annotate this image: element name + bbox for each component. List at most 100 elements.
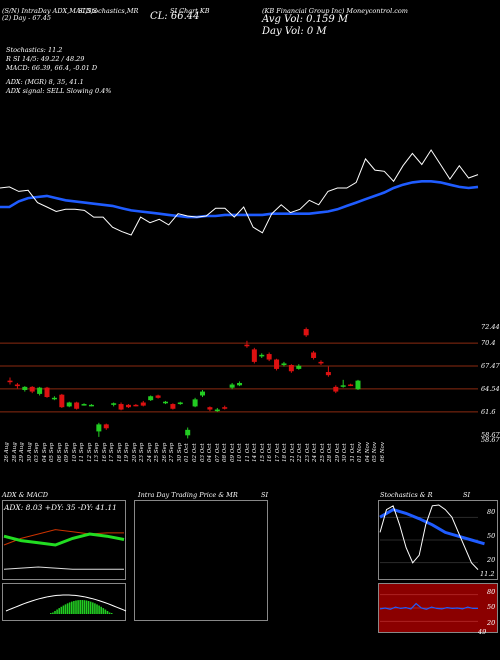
rsi-tick-50: 50 — [487, 603, 496, 611]
candle-body — [22, 386, 28, 390]
candle-body — [229, 384, 235, 388]
stoch-tick-20: 20 — [487, 556, 496, 564]
candle-body — [266, 354, 272, 360]
candle-body — [259, 354, 265, 357]
candle-body — [29, 386, 35, 392]
macd-histogram-bar — [87, 600, 90, 614]
macd-histogram-bar — [102, 608, 105, 614]
price-level-label: 70.4 — [481, 339, 496, 348]
candle-body — [162, 401, 168, 404]
macd-histogram-bar — [73, 600, 75, 614]
candle-body — [296, 365, 302, 369]
stoch-line — [379, 504, 479, 570]
candle-body — [81, 404, 87, 406]
close-price-label: CL: 66.44 — [150, 11, 200, 22]
macd-histogram-bar — [77, 600, 79, 614]
macd-histogram-bar — [96, 604, 98, 614]
macd-histogram-bar — [85, 600, 88, 614]
candle-body — [333, 386, 339, 392]
price-chart — [0, 149, 479, 439]
price-level-label: 58.67 — [481, 430, 500, 439]
candle-body — [303, 329, 309, 336]
macd-histogram-bar — [106, 610, 109, 614]
macd-histogram-bar — [100, 606, 102, 614]
candle-body — [274, 359, 280, 369]
candle-body — [237, 382, 243, 386]
macd-histogram-bar — [110, 613, 113, 614]
rsi-line — [379, 602, 478, 610]
intraday-panel — [134, 500, 268, 621]
macd-histogram-bar — [98, 605, 100, 614]
candle-body — [311, 352, 317, 358]
candle-body — [96, 424, 102, 432]
chart-title-left: (S/N) IntraDay ADX,MACD,S — [2, 7, 98, 15]
mrsi-price-line — [0, 149, 479, 236]
macd-histogram-bar — [60, 606, 63, 614]
stoch-panel-title: Stochastics & R — [380, 491, 433, 499]
adx-values: ADX: 8.03 +DY: 35 -DY: 41.11 — [4, 503, 117, 512]
stoch-tick-80: 80 — [487, 508, 496, 516]
candle-body — [244, 344, 250, 347]
rsi-tick-20: 20 — [487, 619, 496, 627]
macd-histogram-bar — [81, 600, 84, 614]
adx-signal-readout: ADX signal: SELL Slowing 0.4% — [6, 87, 112, 95]
candle-body — [340, 385, 346, 387]
macd-histogram-bar — [56, 609, 58, 614]
day-volume-label: Day Vol: 0 M — [262, 26, 327, 37]
adx-panel — [2, 500, 126, 580]
macd-histogram-bar — [83, 600, 86, 614]
candle-body — [59, 394, 65, 408]
candle-body — [325, 372, 331, 376]
price-level-label: 61.6 — [481, 407, 496, 416]
rsi-readout: R SI 14/5: 49.22 / 48.29 — [6, 55, 85, 63]
macd-histogram-bar — [64, 604, 67, 614]
chart-title-mid: SI,Stochastics,MR — [78, 7, 139, 15]
macd-line — [5, 594, 127, 612]
price-level-label: 67.47 — [481, 362, 500, 371]
candle-body — [66, 402, 72, 407]
candle-body — [103, 424, 109, 429]
macd-histogram-bar — [66, 603, 69, 614]
price-level-label: 58.67 — [481, 436, 500, 444]
candle-body — [200, 391, 206, 396]
stoch-current-value: 11.2 — [480, 570, 495, 578]
avg-volume-label: Avg Vol: 0.159 M — [262, 14, 349, 25]
stochastics-readout: Stochastics: 11.2 — [6, 46, 63, 54]
candle-body — [185, 429, 191, 436]
macd-histogram-bar — [104, 609, 107, 614]
macd-panel — [2, 583, 126, 621]
rsi-tick-80: 80 — [487, 588, 496, 596]
stoch-tick-50: 50 — [487, 532, 496, 540]
macd-histogram-bar — [89, 601, 92, 614]
stoch-panel — [378, 500, 498, 580]
macd-histogram-bar — [94, 603, 96, 614]
macd-histogram-bar — [50, 613, 52, 614]
company-name: (KB Financial Group Inc) Moneycontrol.co… — [262, 7, 408, 15]
candle-body — [207, 407, 213, 410]
candle-body — [118, 404, 124, 410]
candle-body — [111, 403, 117, 405]
candle-body — [74, 402, 80, 409]
mrsi-sma-line — [0, 180, 479, 219]
candle-body — [177, 402, 183, 405]
candle-body — [355, 380, 361, 390]
macd-histogram-bar — [54, 610, 56, 614]
macd-readout: MACD: 66.39, 66.4, -0.01 D — [6, 64, 98, 72]
macd-histogram-bar — [68, 602, 71, 614]
day-change-label: (2) Day - 67.45 — [2, 14, 51, 22]
macd-histogram-bar — [75, 600, 77, 614]
candle-body — [140, 402, 146, 406]
candle-body — [348, 384, 354, 387]
candle-body — [37, 387, 43, 394]
chart-title-kb: SI Chart KB — [170, 7, 210, 15]
candle-body — [214, 409, 220, 412]
candle-body — [88, 404, 94, 407]
adx-panel-title: ADX & MACD — [2, 491, 48, 499]
adx-plus-di-line — [3, 532, 125, 547]
stoch-si-label: SI — [463, 491, 471, 499]
macd-histogram-bar — [52, 612, 54, 614]
candle-body — [318, 361, 324, 364]
adx-minus-di-line — [3, 529, 124, 546]
price-level-label: 72.44 — [481, 323, 500, 332]
macd-histogram-bar — [58, 608, 60, 614]
